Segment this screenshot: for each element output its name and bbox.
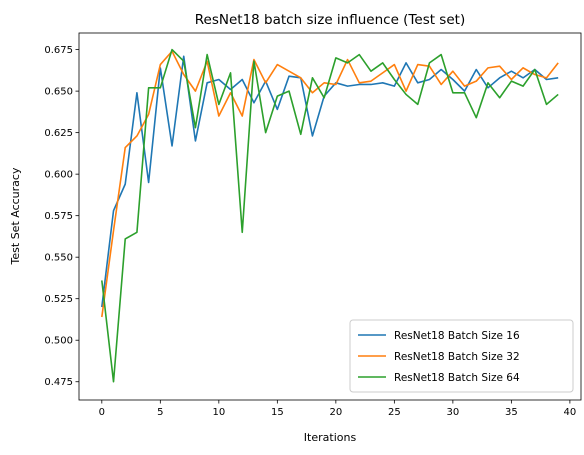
x-tick-label: 0 <box>99 407 105 418</box>
y-tick-label: 0.550 <box>44 253 73 264</box>
y-tick-label: 0.625 <box>44 128 73 139</box>
plot-area <box>78 32 582 401</box>
legend-box <box>349 319 574 393</box>
y-axis-label: Test Set Accuracy <box>9 167 22 265</box>
x-tick-label: 20 <box>329 407 342 418</box>
legend-entry: ResNet18 Batch Size 16 <box>394 330 520 342</box>
x-tick-label: 35 <box>505 407 518 418</box>
legend-entry: ResNet18 Batch Size 32 <box>394 351 520 363</box>
y-axis: 0.475 0.500 0.525 0.550 0.575 0.600 0.625 0.650… <box>44 45 79 388</box>
x-axis-label: Iterations <box>304 431 357 444</box>
legend-entry: ResNet18 Batch Size 64 <box>394 372 520 384</box>
y-tick-label: 0.675 <box>44 45 73 56</box>
x-tick-label: 25 <box>388 407 401 418</box>
series-lines <box>101 48 559 383</box>
legend: ResNet18 Batch Size 16 ResNet18 Batch Siz… <box>349 319 574 393</box>
y-tick-label: 0.650 <box>44 87 73 98</box>
x-tick-label: 5 <box>157 407 163 418</box>
y-tick-label: 0.575 <box>44 211 73 222</box>
x-tick-label: 10 <box>212 407 225 418</box>
x-axis: 0 5 10 15 20 25 30 35 40 <box>99 400 577 418</box>
series-line-3 <box>101 48 559 383</box>
y-tick-label: 0.475 <box>44 377 73 388</box>
x-tick-label: 40 <box>564 407 577 418</box>
y-tick-label: 0.525 <box>44 294 73 305</box>
x-tick-label: 30 <box>446 407 459 418</box>
chart-title: ResNet18 batch size influence (Test set) <box>195 12 465 28</box>
y-tick-label: 0.500 <box>44 336 73 347</box>
x-tick-label: 15 <box>271 407 284 418</box>
series-line-1 <box>101 55 559 308</box>
series-line-2 <box>101 50 559 318</box>
y-tick-label: 0.600 <box>44 170 73 181</box>
